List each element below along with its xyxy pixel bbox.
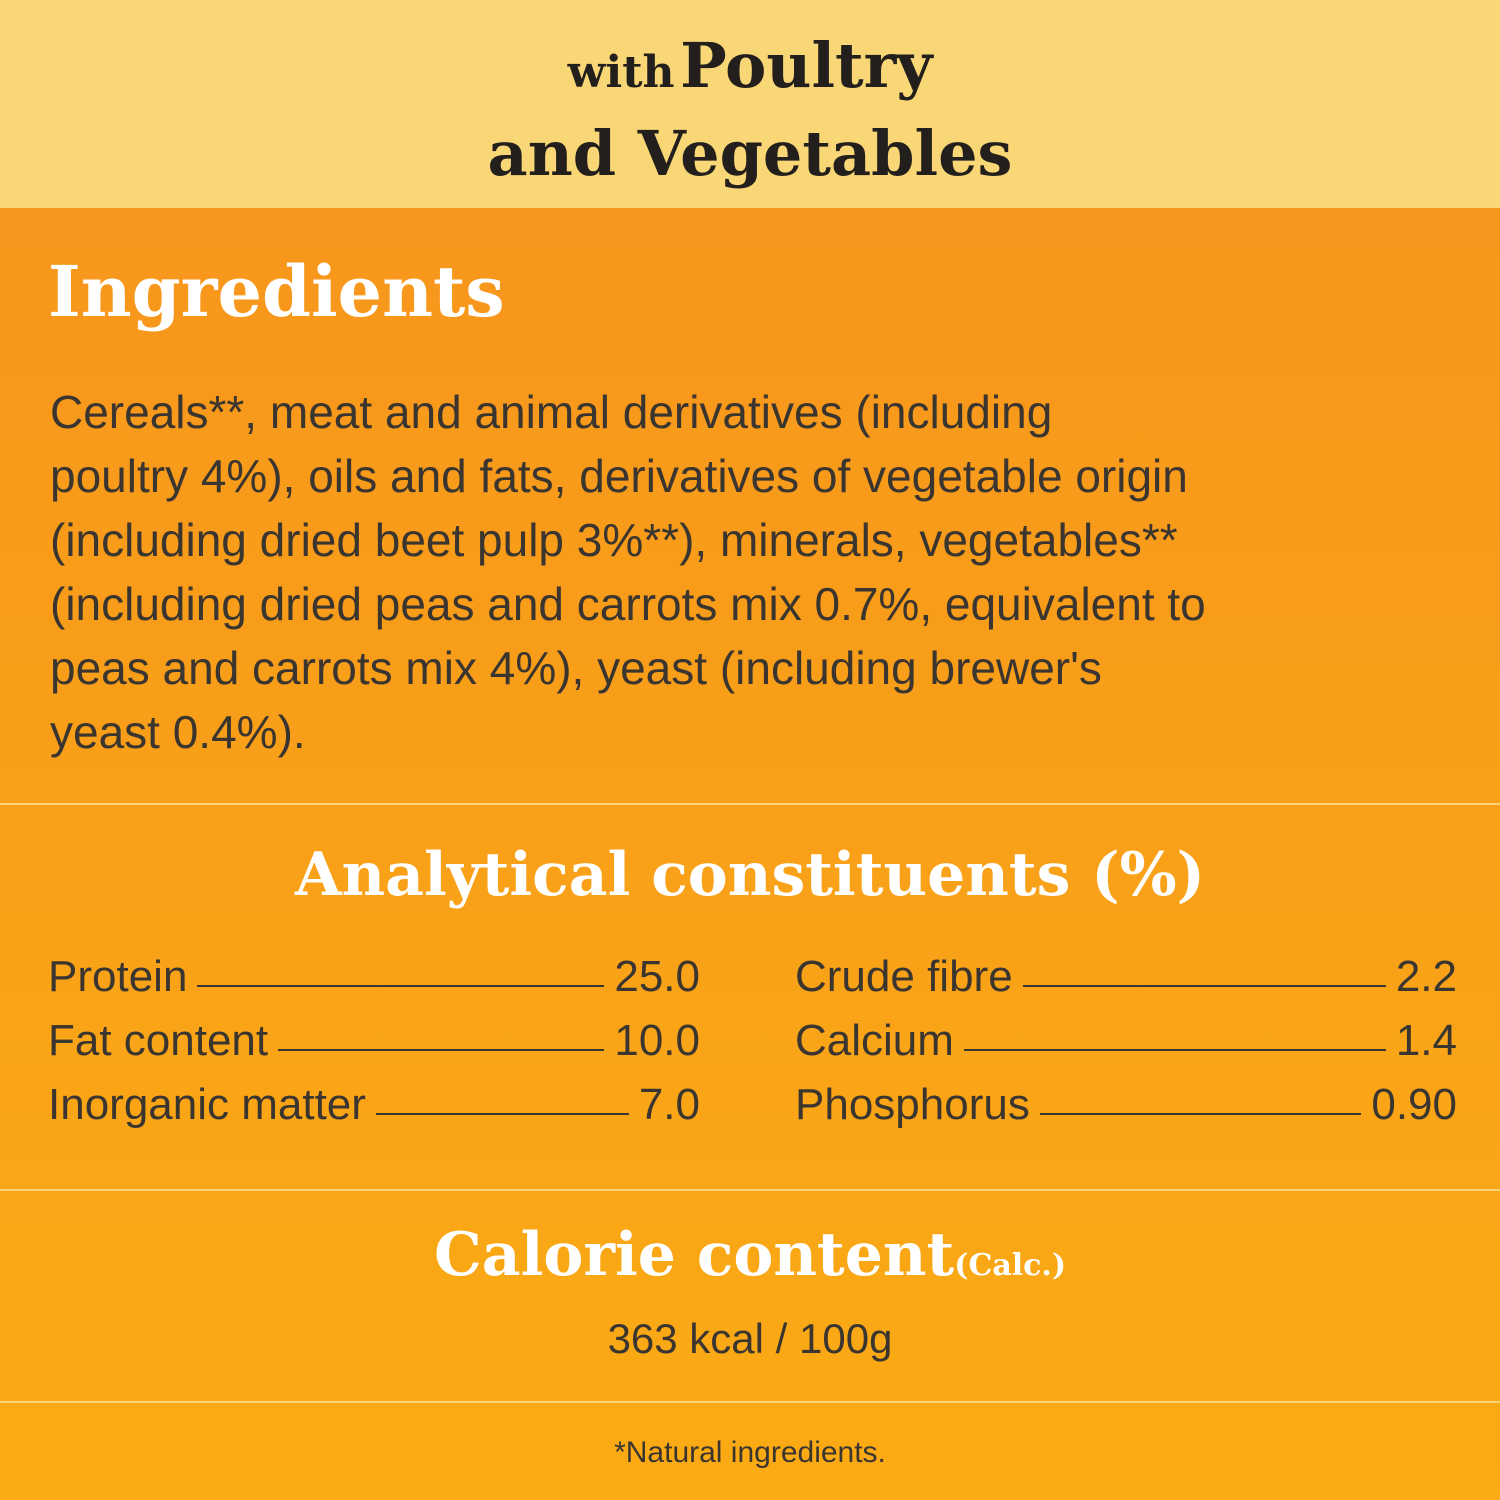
header-line: with Poultry: [0, 30, 1500, 118]
header-band: [0, 0, 1500, 208]
constituent-row: Phosphorus 0.90: [795, 1080, 1457, 1144]
ingredients-text: Cereals**, meat and animal derivatives (…: [50, 380, 1206, 764]
constituent-name: Protein: [48, 952, 188, 1001]
leader-line: [197, 985, 605, 987]
divider: [0, 1401, 1500, 1403]
constituent-name: Phosphorus: [795, 1080, 1030, 1129]
constituent-name: Crude fibre: [795, 952, 1013, 1001]
constituent-name: Fat content: [48, 1016, 269, 1065]
leader-line: [1022, 985, 1386, 987]
leader-line: [375, 1113, 629, 1115]
constituent-row: Fat content 10.0: [48, 1016, 700, 1080]
header-prefix: with: [567, 47, 675, 98]
constituent-name: Calcium: [795, 1016, 954, 1065]
constituent-row: Inorganic matter 7.0: [48, 1080, 700, 1144]
ingredients-line: Cereals**, meat and animal derivatives (…: [50, 386, 1053, 438]
constituent-value: 25.0: [614, 952, 700, 1001]
constituent-value: 10.0: [614, 1016, 700, 1065]
constituent-value: 2.2: [1395, 952, 1457, 1001]
ingredients-line: yeast 0.4%).: [50, 706, 306, 758]
ingredients-line: peas and carrots mix 4%), yeast (includi…: [50, 642, 1102, 694]
constituent-row: Protein 25.0: [48, 952, 700, 1016]
calorie-title: Calorie content: [433, 1220, 955, 1290]
constituent-value: 1.4: [1395, 1016, 1457, 1065]
constituent-row: Calcium 1.4: [795, 1016, 1457, 1080]
ingredients-line: (including dried beet pulp 3%**), minera…: [50, 514, 1178, 566]
analytical-column: Protein 25.0 Fat content 10.0 Inorganic matt…: [48, 952, 700, 1144]
calorie-heading: Calorie content(Calc.): [0, 1220, 1500, 1290]
header-title: Poultry: [680, 29, 933, 102]
constituent-value: 7.0: [638, 1080, 700, 1129]
divider: [0, 1189, 1500, 1191]
leader-line: [1039, 1113, 1362, 1115]
constituent-value: 0.90: [1371, 1080, 1457, 1129]
ingredients-line: poultry 4%), oils and fats, derivatives …: [50, 450, 1188, 502]
footnote: *Natural ingredients.: [614, 1436, 886, 1469]
leader-line: [278, 1049, 605, 1051]
analytical-column: Crude fibre 2.2 Calcium 1.4 Phosphorus 0.90: [795, 952, 1457, 1144]
divider: [0, 803, 1500, 805]
constituent-name: Inorganic matter: [48, 1080, 366, 1129]
ingredients-heading: Ingredients: [48, 250, 505, 333]
leader-line: [963, 1049, 1386, 1051]
header: with Poultry and Vegetables: [0, 30, 1500, 190]
header-title: and Vegetables: [487, 117, 1013, 190]
constituent-row: Crude fibre 2.2: [795, 952, 1457, 1016]
calorie-value: 363 kcal / 100g: [607, 1315, 893, 1362]
ingredients-line: (including dried peas and carrots mix 0.…: [50, 578, 1206, 630]
analytical-heading: Analytical constituents (%): [294, 840, 1206, 910]
calorie-note: (Calc.): [954, 1248, 1067, 1283]
